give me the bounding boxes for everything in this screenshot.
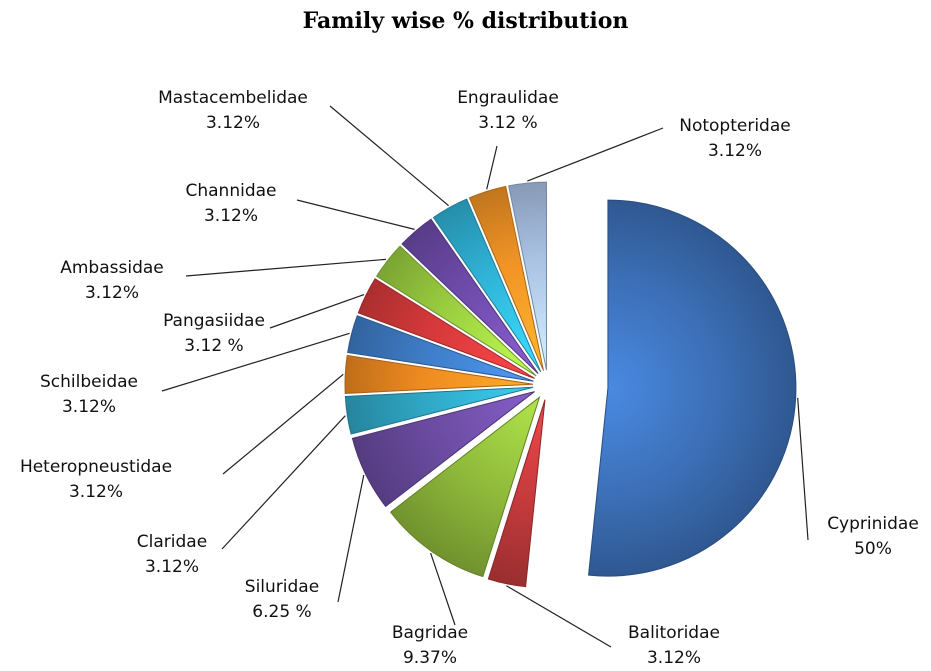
slice-value-notopteridae: 3.12% — [708, 141, 762, 161]
leader-line-balitoridae — [506, 585, 612, 648]
pie-slice-channidae — [401, 218, 539, 374]
slice-value-schilbeidae: 3.12% — [62, 397, 116, 417]
pie-slice-siluridae — [351, 391, 535, 508]
leader-line-channidae — [296, 199, 415, 230]
slice-value-channidae: 3.12% — [204, 206, 258, 226]
slice-label-notopteridae: Notopteridae — [679, 116, 790, 136]
slice-label-siluridae: Siluridae — [245, 577, 319, 597]
slice-value-claridae: 3.12% — [145, 557, 199, 577]
slice-label-engraulidae: Engraulidae — [457, 88, 559, 108]
leader-line-pangasiidae — [269, 293, 365, 329]
pie-slice-claridae — [344, 386, 534, 435]
slice-value-ambassidae: 3.12% — [85, 283, 139, 303]
pie-slice-heteropneustidae — [344, 354, 534, 394]
leader-line-heteropneustidae — [222, 373, 344, 475]
leader-line-claridae — [221, 415, 346, 550]
slice-label-claridae: Claridae — [137, 532, 207, 552]
leader-line-cyprinidae — [797, 397, 809, 541]
slice-value-heteropneustidae: 3.12% — [69, 482, 123, 502]
leader-line-siluridae — [337, 474, 365, 603]
slice-label-balitoridae: Balitoridae — [628, 623, 720, 643]
slice-label-cyprinidae: Cyprinidae — [827, 514, 919, 534]
slice-label-mastacembelidae: Mastacembelidae — [158, 88, 308, 108]
slice-label-channidae: Channidae — [185, 181, 276, 201]
slice-label-pangasiidae: Pangasiidae — [163, 311, 265, 331]
pie-slice-engraulidae — [468, 185, 545, 371]
slice-label-bagridae: Bagridae — [392, 623, 468, 643]
leader-line-notopteridae — [527, 127, 664, 182]
slice-label-ambassidae: Ambassidae — [60, 258, 164, 278]
slice-value-siluridae: 6.25 % — [252, 602, 311, 622]
slice-value-cyprinidae: 50% — [854, 539, 892, 559]
pie-slice-schilbeidae — [347, 315, 534, 382]
chart-title: Family wise % distribution — [302, 8, 629, 34]
pie-slice-bagridae — [389, 395, 541, 578]
slice-value-engraulidae: 3.12 % — [478, 113, 537, 133]
pie-slice-ambassidae — [376, 245, 537, 377]
pie-slice-balitoridae — [487, 399, 546, 588]
leader-line-bagridae — [430, 552, 456, 626]
slice-value-pangasiidae: 3.12 % — [184, 336, 243, 356]
leader-line-mastacembelidae — [329, 105, 449, 207]
pie-slice-pangasiidae — [357, 278, 535, 379]
slice-label-schilbeidae: Schilbeidae — [40, 372, 138, 392]
pie-slice-cyprinidae — [588, 199, 797, 577]
leader-line-schilbeidae — [161, 332, 350, 392]
leader-line-ambassidae — [185, 258, 387, 277]
slice-value-mastacembelidae: 3.12% — [206, 113, 260, 133]
slice-label-heteropneustidae: Heteropneustidae — [20, 457, 172, 477]
pie-slice-notopteridae — [508, 181, 547, 371]
pie-slice-mastacembelidae — [432, 198, 542, 373]
slice-value-balitoridae: 3.12% — [647, 648, 701, 668]
slice-value-bagridae: 9.37% — [403, 648, 457, 668]
leader-line-engraulidae — [486, 145, 498, 190]
